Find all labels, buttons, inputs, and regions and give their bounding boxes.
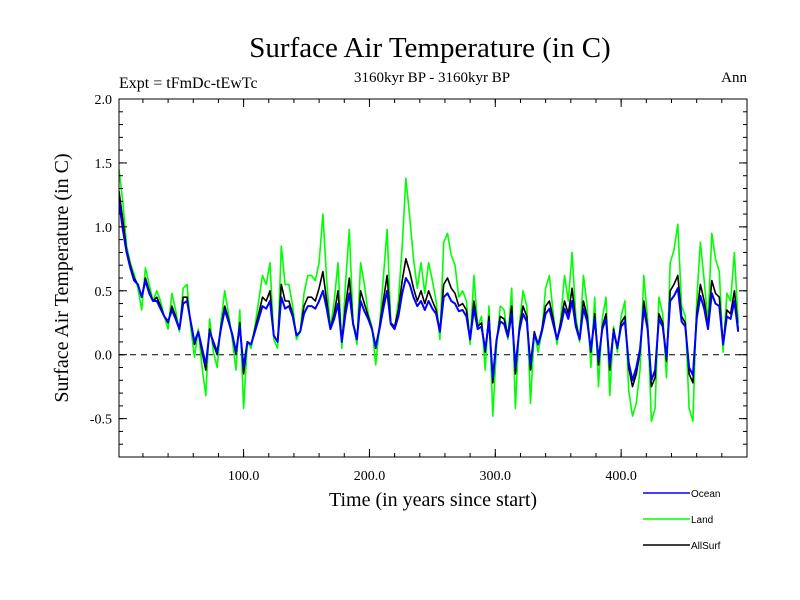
y-axis-label: Surface Air Temperature (in C) [51, 153, 73, 402]
legend-label-land: Land [691, 515, 713, 526]
y-tick-label: 0.5 [95, 285, 113, 300]
x-tick-label: 200.0 [354, 469, 386, 484]
axes: -0.5 0.0 0.5 1.0 1.5 2.0 100.0 200.0 300.0 400.0 [90, 93, 747, 484]
legend-label-allsurf: AllSurf [691, 541, 721, 552]
series-group [119, 169, 747, 423]
chart-title: Surface Air Temperature (in C) [249, 32, 610, 64]
y-tick-label: 1.5 [95, 157, 113, 172]
y-tick-label: 2.0 [95, 93, 113, 108]
legend: Ocean Land AllSurf [643, 489, 721, 552]
x-axis-label: Time (in years since start) [329, 489, 537, 511]
x-tick-label: 400.0 [605, 469, 637, 484]
season-label: Ann [721, 70, 747, 86]
y-tick-label: 0.0 [95, 349, 113, 364]
plot-area [119, 169, 747, 423]
x-tick-label: 100.0 [228, 469, 260, 484]
x-tick-label: 300.0 [480, 469, 512, 484]
series-line-land [119, 169, 739, 423]
experiment-label: Expt = tFmDc-tEwTc [119, 75, 258, 92]
y-tick-label: 1.0 [95, 221, 113, 236]
legend-label-ocean: Ocean [691, 489, 720, 500]
chart-subtitle: 3160kyr BP - 3160kyr BP [354, 70, 510, 86]
y-tick-label: -0.5 [90, 413, 112, 428]
series-line-ocean [119, 201, 740, 382]
